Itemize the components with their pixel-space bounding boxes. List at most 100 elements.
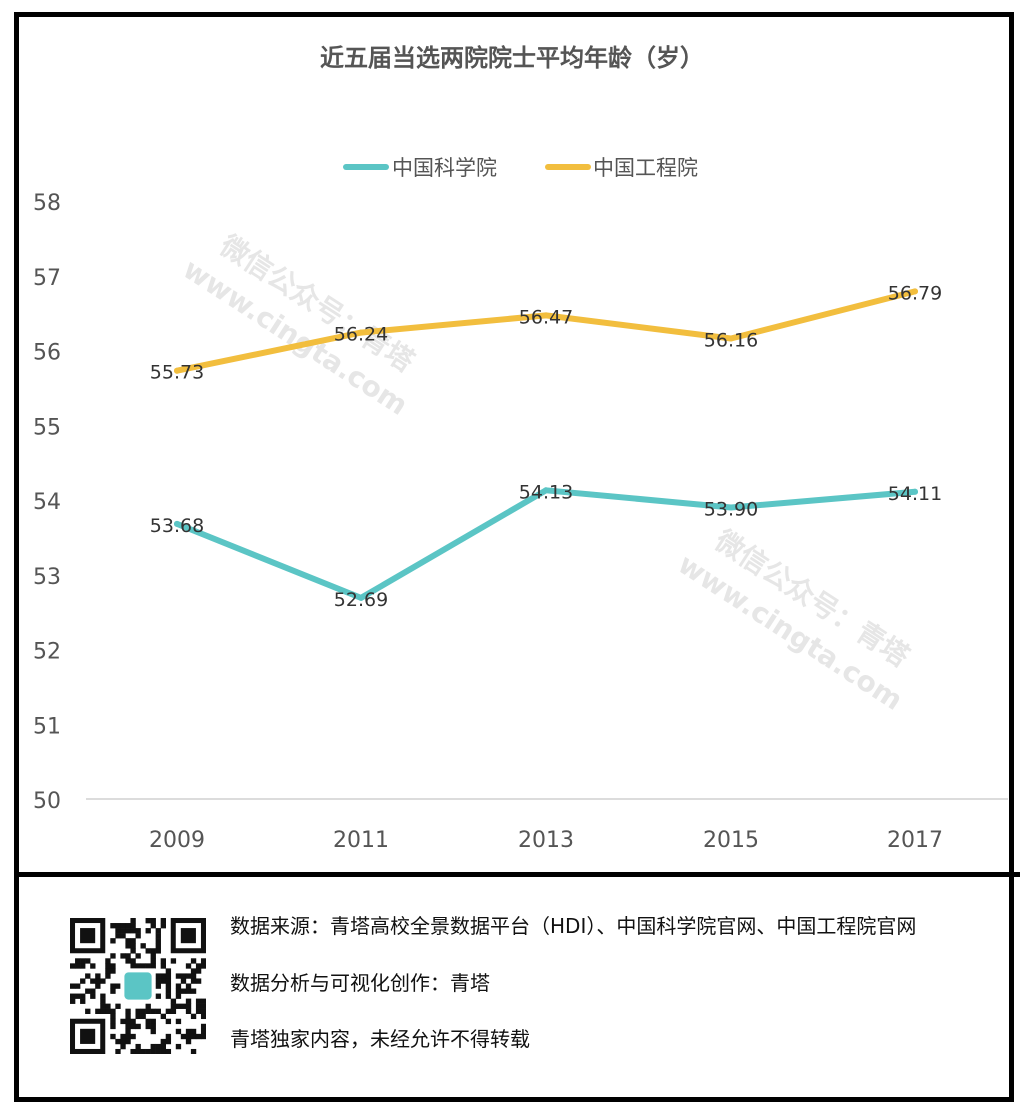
qr-module [150,1023,156,1030]
series-layer: 53.68 52.69 54.13 53.90 54.11 55.73 56.24 56.47… [150,282,942,611]
qr-module [185,983,192,989]
qr-module [200,1013,206,1020]
qr-module [130,948,136,954]
qr-module [200,958,206,964]
footer-credit: 数据分析与可视化创作：青塔 [230,971,490,995]
data-point [174,520,180,527]
qr-module [190,988,197,994]
qr-module [135,1008,141,1015]
qr-module [190,958,197,964]
qr-module [150,1043,156,1050]
qr-module [180,978,187,984]
qr-module [75,983,81,989]
qr-module [165,968,172,974]
qr-module [200,1033,206,1040]
qr-module [155,1043,161,1050]
y-tick-label: 55 [33,415,61,440]
qr-module [120,923,126,929]
qr-module [110,1008,116,1015]
watermark-bottom: 微信公众号：青塔 www.cingta.com [672,523,916,717]
qr-module [125,1008,131,1015]
data-label: 56.16 [704,330,758,352]
qr-module [190,1033,197,1040]
qr-module [85,988,91,994]
qr-module [165,1048,172,1054]
legend-label-cae: 中国工程院 [593,156,698,180]
qr-module [175,1028,182,1035]
qr-module [100,1003,106,1009]
qr-module [85,1008,91,1015]
qr-module [100,1008,106,1015]
qr-module [115,933,121,939]
qr-module [125,1038,131,1045]
qr-module [90,963,96,969]
qr-module [200,1028,206,1035]
qr-module [120,928,126,934]
y-tick-label: 51 [33,714,61,739]
qr-module [125,928,131,934]
qr-module [90,978,96,984]
qr-module [155,1048,161,1054]
qr-module [175,1018,182,1025]
qr-module [195,963,202,969]
qr-module [150,948,156,954]
y-tick-label: 54 [33,490,61,515]
qr-module [180,1033,187,1040]
qr-module [130,938,136,944]
qr-module [175,993,182,999]
qr-module [150,963,156,969]
qr-module [70,993,76,999]
qr-module [110,923,116,929]
qr-module [135,1013,141,1020]
qr-module [155,1008,161,1015]
qr-module [110,983,116,989]
qr-module [145,1023,151,1030]
qr-module [195,998,202,1004]
qr-module [180,988,187,994]
qr-module [150,1018,156,1025]
footer-source: 数据来源：青塔高校全景数据平台（HDI）、中国科学院官网、中国工程院官网 [230,914,917,938]
qr-module [160,1048,167,1054]
qr-finder [80,928,96,944]
qr-module [190,1048,197,1054]
qr-module [115,923,121,929]
qr-module [185,1003,192,1009]
qr-module [145,1018,151,1025]
qr-module [155,973,161,979]
qr-module [135,1048,141,1054]
qr-module [135,928,141,934]
qr-module [105,1003,111,1009]
qr-module [155,943,161,949]
qr-module [115,1003,121,1009]
qr-module [70,983,76,989]
qr-module [165,978,172,984]
qr-module [75,993,81,999]
data-label: 56.79 [888,282,942,304]
qr-module [175,1043,182,1050]
qr-module [120,953,126,959]
qr-module [145,948,151,954]
qr-module [75,963,81,969]
qr-module [165,983,172,989]
qr-module [110,988,116,994]
qr-module [190,973,197,979]
qr-module [200,963,206,969]
qr-module [125,1013,131,1020]
qr-module [130,943,136,949]
qr-module [200,1003,206,1009]
qr-module [95,983,101,989]
qr-module [155,983,161,989]
qr-module [145,963,151,969]
qr-module [70,998,76,1004]
qr-module [80,963,86,969]
qr-module [125,923,131,929]
data-label: 55.73 [150,362,204,384]
qr-module [110,1018,116,1025]
chart-title: 近五届当选两院院士平均年龄（岁） [320,44,704,72]
data-label: 52.69 [334,589,388,611]
qr-module [180,1003,187,1009]
qr-module [175,1003,182,1009]
qr-module [135,933,141,939]
qr-module [105,1008,111,1015]
qr-finder [180,928,196,944]
